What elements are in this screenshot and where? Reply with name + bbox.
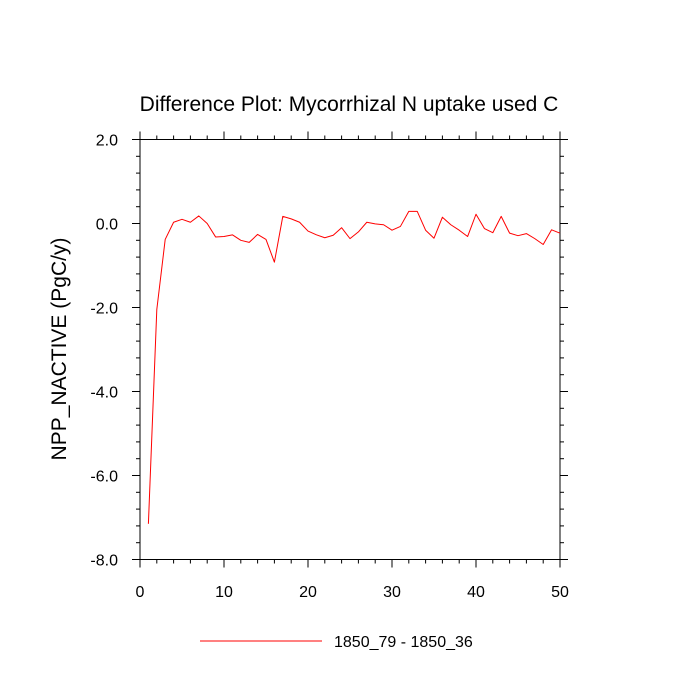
tick-layer: 0 10 20 30 40 50 -8.0 -6.0 -4.0 -2.0 0.0 2.0 bbox=[90, 131, 569, 601]
y-tick-label: -4.0 bbox=[90, 385, 118, 402]
chart-title: Difference Plot: Mycorrhizal N uptake us… bbox=[140, 93, 559, 116]
x-tick-label: 30 bbox=[383, 584, 401, 601]
y-tick-label: 2.0 bbox=[96, 133, 118, 150]
x-tick-label: 50 bbox=[551, 584, 569, 601]
x-tick-label: 40 bbox=[467, 584, 485, 601]
x-tick-label: 10 bbox=[215, 584, 233, 601]
plot-frame bbox=[139, 139, 561, 560]
y-tick-label: 0.0 bbox=[96, 217, 118, 234]
legend-label-0: 1850_79 - 1850_36 bbox=[334, 634, 473, 651]
series-line-0 bbox=[147, 210, 561, 524]
legend: 1850_79 - 1850_36 bbox=[200, 634, 473, 651]
series-layer bbox=[147, 210, 561, 524]
x-tick-label: 0 bbox=[136, 584, 145, 601]
y-tick-label: -8.0 bbox=[90, 553, 118, 570]
y-tick-label: -6.0 bbox=[90, 469, 118, 486]
x-tick-label: 20 bbox=[299, 584, 317, 601]
y-axis-label: NPP_NACTIVE (PgC/y) bbox=[48, 238, 71, 461]
y-tick-label: -2.0 bbox=[90, 301, 118, 318]
